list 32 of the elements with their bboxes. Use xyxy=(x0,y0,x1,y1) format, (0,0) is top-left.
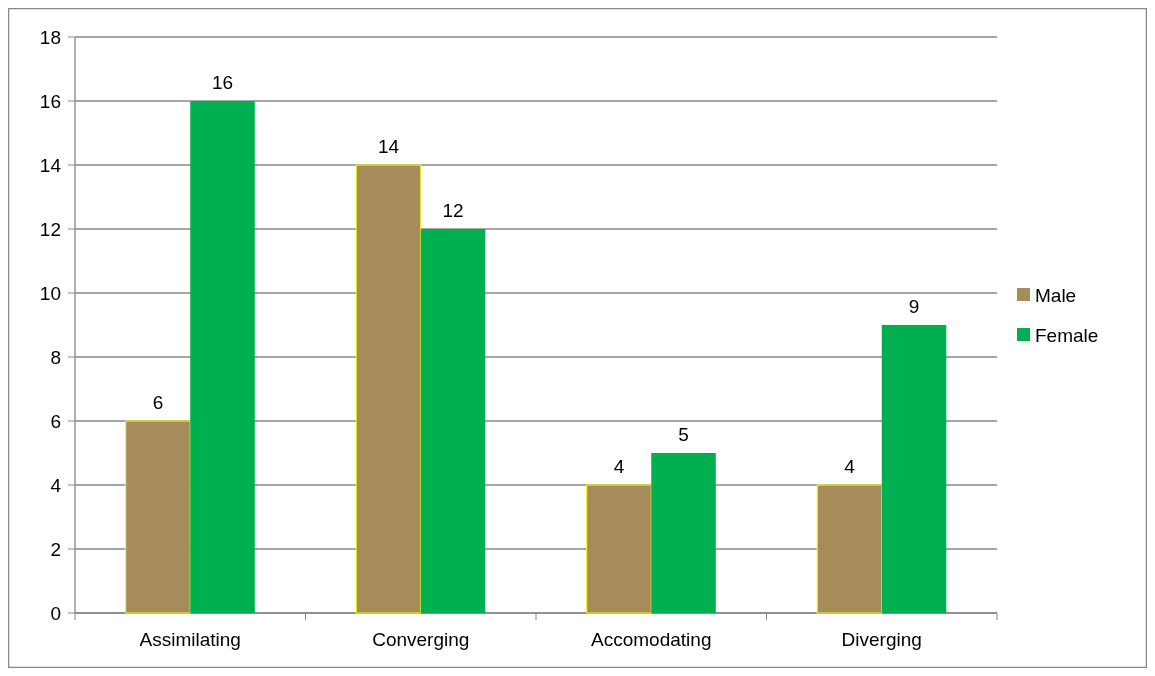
data-label: 14 xyxy=(377,136,400,157)
bar xyxy=(651,453,716,613)
x-tick-label: Diverging xyxy=(841,629,922,650)
y-tick-label: 0 xyxy=(50,602,61,624)
bar xyxy=(420,229,486,613)
bar xyxy=(125,420,191,614)
data-label: 9 xyxy=(908,296,920,317)
y-tick-label: 12 xyxy=(39,218,61,240)
y-tick-label: 8 xyxy=(50,346,61,368)
data-label: 6 xyxy=(152,392,164,413)
bar xyxy=(355,164,422,614)
y-tick-label: 4 xyxy=(50,474,62,496)
x-tick-label: Converging xyxy=(372,629,470,650)
bar xyxy=(586,484,652,614)
legend-label: Female xyxy=(1035,324,1099,346)
y-tick-label: 14 xyxy=(39,154,62,176)
data-label: 16 xyxy=(211,72,234,93)
y-tick-label: 2 xyxy=(50,538,61,560)
data-label: 4 xyxy=(613,456,625,477)
bar xyxy=(816,484,883,614)
bar xyxy=(881,325,947,613)
bar xyxy=(190,101,255,613)
y-tick-label: 18 xyxy=(39,26,61,48)
data-label: 4 xyxy=(844,456,856,477)
data-label: 5 xyxy=(678,424,689,445)
y-tick-label: 16 xyxy=(39,90,61,112)
x-tick-label: Accomodating xyxy=(591,629,712,650)
y-tick-label: 6 xyxy=(50,410,61,432)
y-tick-label: 10 xyxy=(39,282,61,304)
legend-label: Male xyxy=(1035,284,1077,306)
x-tick-label: Assimilating xyxy=(139,629,241,650)
data-label: 12 xyxy=(442,200,464,221)
